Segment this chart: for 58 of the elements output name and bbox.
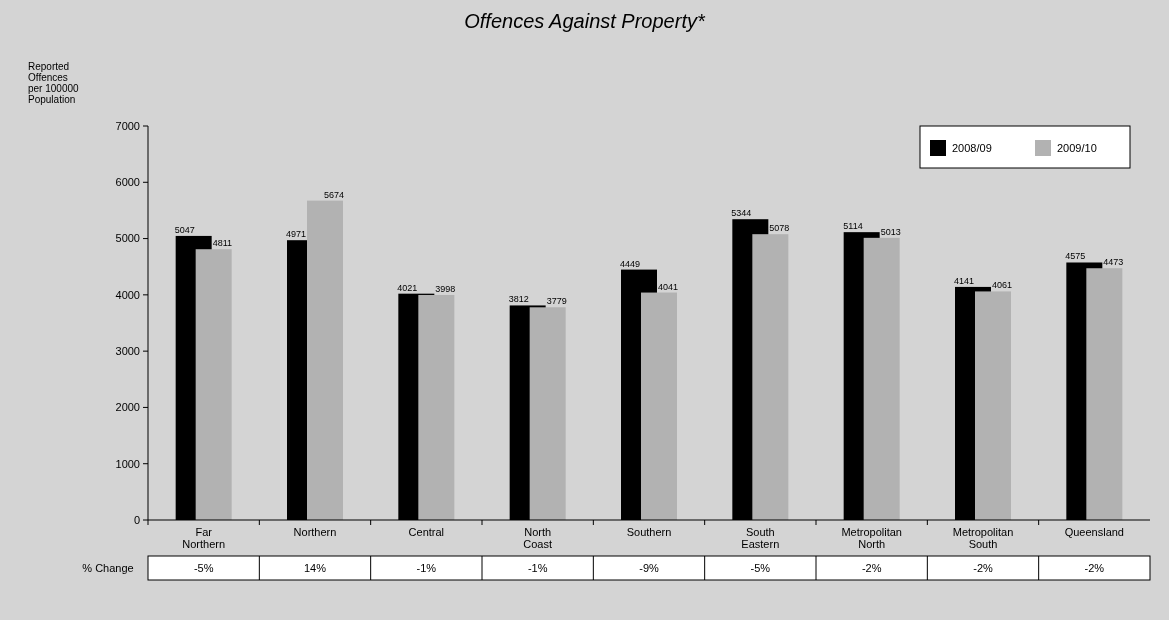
data-label: 4575 xyxy=(1065,251,1086,262)
text: -1% xyxy=(527,561,548,574)
data-label: 4061 xyxy=(992,280,1013,291)
data-label: 5047 xyxy=(174,224,195,235)
data-label: 4021 xyxy=(397,282,418,293)
data-label: 4041 xyxy=(658,281,679,292)
bar xyxy=(307,200,343,520)
data-label: 3812 xyxy=(508,294,529,305)
x-tick-label: Far Northern xyxy=(182,526,226,550)
y-tick-label: 3000 xyxy=(115,344,140,357)
y-tick-label: 7000 xyxy=(115,119,140,132)
x-tick-label: Central xyxy=(408,526,445,538)
y-tick-label: 0 xyxy=(133,513,140,526)
y-tick-label: 5000 xyxy=(115,232,140,245)
x-tick-label: Queensland xyxy=(1064,526,1124,538)
bar xyxy=(975,291,1011,520)
bar xyxy=(418,294,455,520)
data-label: 3998 xyxy=(435,283,456,294)
data-label: 3779 xyxy=(546,296,567,307)
y-tick-label: 4000 xyxy=(115,288,140,301)
data-label: 4811 xyxy=(212,238,233,249)
bar xyxy=(1086,268,1123,520)
x-tick-label: South Eastern xyxy=(741,526,780,550)
text: -9% xyxy=(639,561,659,574)
x-tick-label: Northern xyxy=(293,526,337,538)
y-tick-label: 6000 xyxy=(115,176,140,189)
data-label: 5013 xyxy=(880,226,901,237)
x-tick-label: Metropolitan North xyxy=(841,526,902,550)
bar xyxy=(863,237,900,520)
y-tick-label: 1000 xyxy=(115,457,140,470)
text: -5% xyxy=(750,561,771,574)
bar xyxy=(529,307,566,520)
text: -1% xyxy=(416,561,437,574)
legend-label: 2009/10 xyxy=(1057,141,1097,154)
data-label: 5674 xyxy=(324,189,345,200)
text: % Change xyxy=(82,561,134,574)
data-label: 5078 xyxy=(769,223,790,234)
y-axis-title: Reported Offences per 100000 Population xyxy=(28,61,80,105)
text: -5% xyxy=(193,561,214,574)
data-label: 5344 xyxy=(731,208,752,219)
bar xyxy=(641,292,677,520)
x-tick-label: Metropolitan South xyxy=(952,526,1014,550)
x-tick-label: Southern xyxy=(626,526,672,538)
text: 14% xyxy=(303,561,327,574)
data-label: 4141 xyxy=(953,275,974,286)
text: -2% xyxy=(973,561,993,574)
text: -2% xyxy=(1084,561,1105,574)
text: -2% xyxy=(861,561,882,574)
bar xyxy=(752,234,789,520)
data-label: 5114 xyxy=(843,221,863,232)
legend-label: 2008/09 xyxy=(952,141,992,154)
x-tick-label: North Coast xyxy=(523,526,553,550)
chart-title: Offences Against Property* xyxy=(464,10,706,32)
data-label: 4449 xyxy=(619,258,640,269)
data-label: 4473 xyxy=(1103,257,1124,268)
y-tick-label: 2000 xyxy=(115,401,140,414)
data-label: 4971 xyxy=(285,229,306,240)
bar xyxy=(195,249,232,520)
